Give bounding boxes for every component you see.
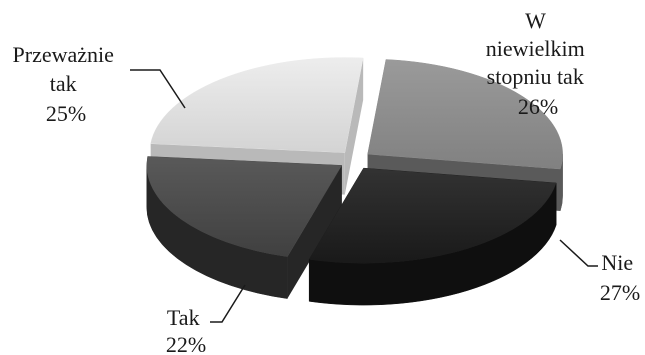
pie-slice-cut-przewaznie-tak bbox=[344, 58, 364, 195]
slice-label-przewaznie-tak: Przeważnie tak 25% bbox=[13, 42, 120, 126]
slice-label-line: tak bbox=[50, 71, 77, 96]
slice-label-line: W bbox=[525, 8, 546, 33]
slice-label-line: Nie bbox=[601, 250, 633, 275]
slice-label-line: stopniu tak bbox=[487, 64, 584, 89]
slice-value: 25% bbox=[46, 101, 86, 126]
slice-label-tak: Tak 22% bbox=[166, 305, 206, 355]
slice-value: 26% bbox=[518, 94, 558, 119]
pie-slice-tak bbox=[146, 156, 343, 299]
pie-slices bbox=[146, 57, 563, 306]
leader-line-tak bbox=[210, 284, 246, 323]
slice-label-line: Tak bbox=[167, 305, 200, 330]
leader-line-przewaznie-tak bbox=[130, 69, 186, 109]
slice-value: 27% bbox=[600, 280, 640, 305]
slice-label-line: niewielkim bbox=[486, 36, 585, 61]
leader-line-nie bbox=[559, 239, 598, 267]
slice-value: 22% bbox=[166, 332, 206, 355]
pie-slice-shading bbox=[146, 156, 342, 257]
leader-lines bbox=[130, 69, 598, 323]
pie-slice-shading bbox=[150, 57, 364, 153]
pie-slice-shading bbox=[309, 168, 557, 264]
pie-slice-cut-tak bbox=[287, 165, 342, 299]
slice-label-nie: Nie 27% bbox=[600, 250, 640, 305]
pie-slice-shading bbox=[367, 59, 563, 169]
slice-label-line: Przeważnie bbox=[13, 42, 114, 67]
slice-label-w-niewielkim-stopniu-tak: W niewielkim stopniu tak 26% bbox=[486, 8, 590, 119]
pie-slice-nie bbox=[308, 167, 557, 306]
